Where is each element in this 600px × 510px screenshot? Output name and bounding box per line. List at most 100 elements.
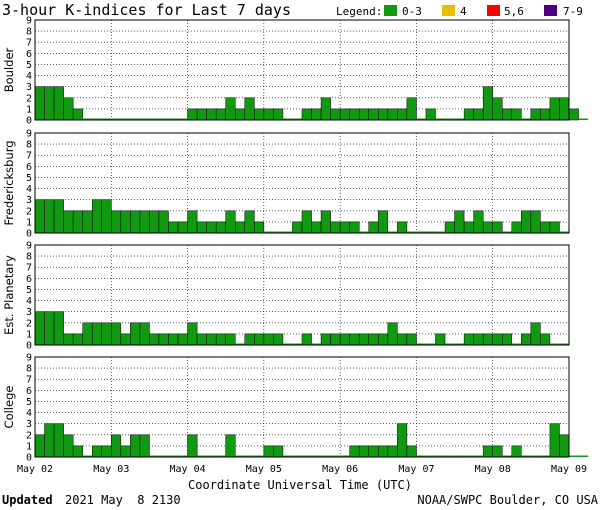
bar [282,343,293,345]
bar [482,86,493,121]
y-tick-label: 1 [26,441,32,452]
bar [225,210,236,234]
bar [215,108,226,121]
bar [44,311,55,346]
legend-item-5-6: 5,6 [504,5,524,18]
bar [34,86,45,121]
bar [72,210,83,234]
bar [568,108,579,121]
bar [263,445,274,458]
bar [177,333,188,346]
y-tick-label: 8 [26,252,32,263]
bar [177,221,188,234]
bar [92,118,102,120]
bar [82,455,93,457]
bar [425,108,436,121]
bar [435,231,446,233]
legend: Legend: 0-3 4 5,6 7-9 [336,5,583,18]
bar [301,108,312,121]
bar [464,455,474,457]
y-tick-label: 4 [26,184,32,195]
y-tick-label: 9 [26,353,32,364]
bar [540,108,551,121]
bar [282,118,293,120]
bar [149,210,160,234]
bar [530,455,541,457]
bar [206,333,217,346]
bar [378,445,389,458]
bar [120,445,131,458]
y-tick-label: 3 [26,82,32,93]
bar [359,231,369,233]
bar [454,118,465,120]
y-tick-label: 8 [26,364,32,375]
bar [521,333,532,346]
legend-item-7-9: 7-9 [563,5,583,18]
x-tick-label: May 05 [246,464,282,475]
bar [187,210,198,234]
bar [559,231,569,233]
bar [44,199,55,234]
bar [82,210,93,234]
bar [263,108,274,121]
bar [378,210,389,234]
y-tick-label: 8 [26,27,32,38]
bar [120,210,131,234]
bar [397,423,408,458]
bar [168,455,179,457]
bar [445,343,455,345]
bar [197,455,207,457]
bar [540,333,551,346]
bar [349,333,360,346]
y-tick-label: 2 [26,93,32,104]
panel-label: Boulder [2,47,16,92]
bar [91,322,102,346]
y-tick-label: 6 [26,49,32,60]
panel-label: Fredericksburg [2,140,16,225]
bar [397,221,408,234]
bar [158,333,169,346]
bar [445,118,455,120]
y-tick-label: 2 [26,318,32,329]
y-tick-label: 3 [26,307,32,318]
bar [559,97,570,121]
bar [387,231,398,233]
bar [387,445,398,458]
legend-swatch-4 [442,5,455,16]
legend-swatch-7-9 [544,5,557,16]
bar [339,108,350,121]
bar [178,455,188,457]
y-tick-label: 5 [26,397,32,408]
panel-frame [34,132,570,234]
bar [397,108,408,121]
bar [273,445,284,458]
panel-label: College [2,386,16,429]
bar [263,333,274,346]
y-tick-label: 1 [26,329,32,340]
footer-updated-value: 2021 May 8 2130 [65,493,181,507]
bar [339,221,350,234]
bar [206,455,217,457]
bar [292,455,302,457]
bar [101,322,112,346]
bar [244,455,255,457]
bar [473,333,484,346]
bar [416,231,426,233]
bar [111,322,122,346]
bar [378,333,389,346]
chart-title: 3-hour K-indices for Last 7 days [2,1,291,19]
bar [311,343,322,345]
y-tick-label: 9 [26,16,32,27]
bar [149,333,160,346]
y-tick-label: 6 [26,386,32,397]
bar [158,455,169,457]
bar [339,333,350,346]
bar [111,434,122,458]
bar [435,118,446,120]
y-tick-label: 8 [26,140,32,151]
bar [521,118,531,120]
bar [235,343,245,345]
